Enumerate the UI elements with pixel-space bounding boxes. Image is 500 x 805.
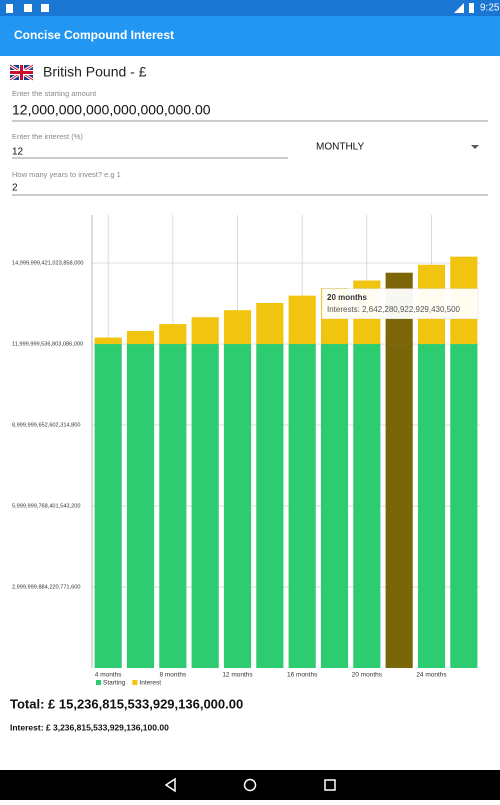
bar-segment — [191, 317, 219, 345]
status-bar — [0, 0, 500, 16]
flag — [9, 63, 34, 82]
x-tick-label: 20 months — [352, 672, 383, 679]
bar-segment — [223, 344, 252, 668]
legend-swatch — [132, 680, 138, 685]
x-tick-label: 16 months — [287, 672, 318, 679]
bar-segment — [256, 302, 284, 345]
nav-bar — [0, 770, 500, 800]
total-text: Total: £ 15,236,815,533,929,136,000.00 — [10, 696, 243, 711]
bar-segment — [353, 344, 381, 668]
bar-segment — [94, 344, 122, 668]
legend-label: Starting — [103, 680, 126, 687]
bar-segment — [126, 344, 155, 668]
recents-button[interactable] — [324, 779, 336, 791]
currency-label[interactable]: British Pound - £ — [43, 64, 147, 80]
bar-segment — [256, 344, 284, 668]
signal-icon — [454, 3, 464, 13]
back-button[interactable] — [164, 777, 176, 793]
y-tick-label: 5,999,999,768,401,543,200 — [12, 504, 80, 510]
x-tick-label: 8 months — [159, 672, 186, 679]
years-hint: How many years to invest? e.g 1 — [12, 170, 121, 179]
bar-segment — [450, 344, 478, 668]
status-icon — [41, 4, 49, 12]
app-bar — [0, 16, 500, 56]
interest-total-text: Interest: £ 3,236,815,533,929,136,100.00 — [10, 722, 169, 732]
bar-segment — [320, 344, 349, 668]
status-time: 9:25 — [480, 3, 500, 14]
legend-label: Interest — [139, 680, 161, 687]
legend-swatch — [96, 680, 101, 685]
bar-segment — [94, 337, 122, 345]
status-icon — [6, 4, 13, 13]
chart: 4 months 8 months 12 months 16 months 20 mon… — [12, 215, 480, 687]
y-tick-label: 8,999,999,652,602,314,800 — [12, 423, 80, 429]
battery-icon — [469, 3, 474, 13]
amount-hint: Enter the starting amount — [12, 89, 97, 98]
bar-segment — [126, 330, 155, 345]
bar-segment — [159, 344, 187, 668]
bar-segment — [288, 295, 316, 345]
years-input[interactable]: 2 — [12, 183, 18, 194]
tooltip-box — [321, 288, 479, 319]
y-tick-label: 2,999,999,884,220,771,600 — [12, 584, 80, 590]
y-tick-label: 11,999,999,536,803,086,000 — [12, 342, 83, 348]
tooltip-title: 20 months — [327, 293, 368, 302]
y-tick-label: 14,999,999,421,023,858,000 — [12, 261, 84, 267]
bar-segment — [191, 344, 219, 668]
frequency-dropdown[interactable]: MONTHLY — [316, 142, 364, 153]
home-button[interactable] — [243, 778, 257, 792]
interest-input[interactable]: 12 — [12, 147, 24, 158]
tooltip-text: Interests: 2,642,280,922,929,430,500 — [327, 305, 461, 314]
x-tick-label: 24 months — [416, 672, 447, 679]
x-tick-label: 12 months — [222, 672, 253, 679]
bar-segment — [417, 344, 446, 668]
amount-input[interactable]: 12,000,000,000,000,000,000.00 — [12, 102, 211, 118]
bar-segment — [159, 324, 187, 345]
dropdown-arrow[interactable] — [471, 145, 479, 149]
status-icon — [24, 4, 32, 12]
x-tick-label: 4 months — [95, 672, 122, 679]
bar-segment — [288, 344, 316, 668]
bar-segment — [223, 310, 252, 345]
bar-segment — [385, 344, 413, 668]
app-title: Concise Compound Interest — [14, 28, 174, 42]
interest-hint: Enter the interest (%) — [12, 132, 83, 141]
